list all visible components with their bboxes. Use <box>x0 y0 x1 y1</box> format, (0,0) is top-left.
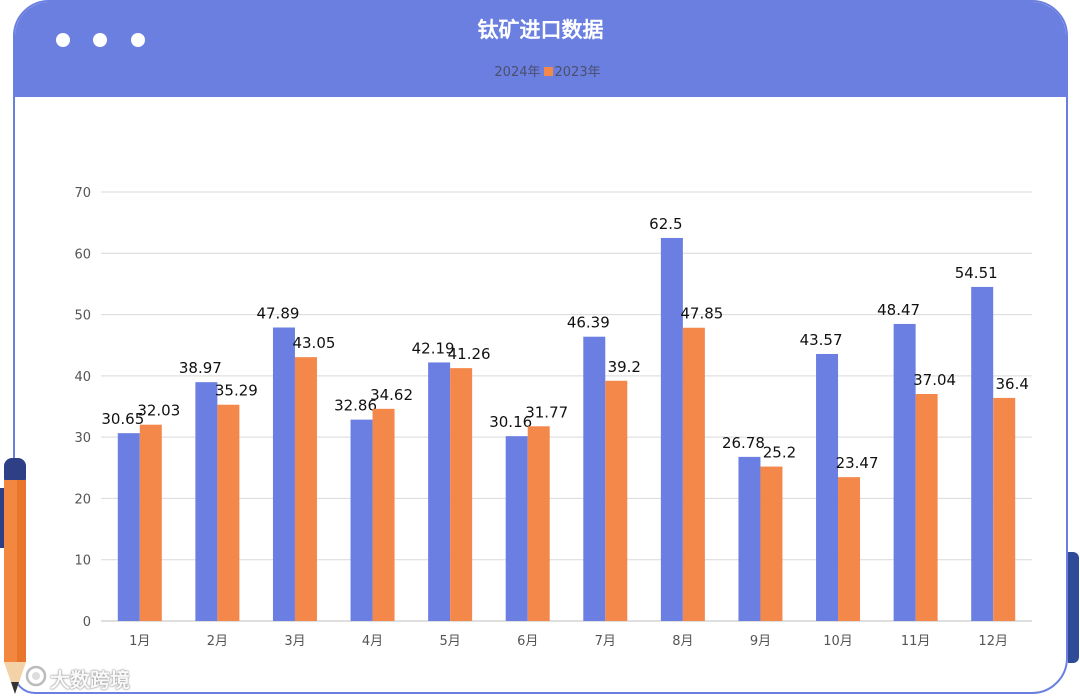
legend-label-2024: 2024年 <box>494 65 541 80</box>
bar-2023 <box>372 408 395 621</box>
bar-2023 <box>217 404 240 621</box>
x-tick-label: 7月 <box>595 634 616 649</box>
x-tick-label: 5月 <box>439 634 460 649</box>
bar-2024 <box>738 456 761 621</box>
bar-2024 <box>428 362 451 621</box>
data-label: 26.78 <box>722 434 765 452</box>
y-tick-label: 60 <box>74 247 91 262</box>
y-tick-label: 40 <box>74 370 91 385</box>
x-tick-label: 4月 <box>362 634 383 649</box>
data-label: 43.57 <box>800 331 843 349</box>
bar-2023 <box>993 397 1016 621</box>
x-tick-label: 9月 <box>750 634 771 649</box>
bar-2024 <box>660 237 683 621</box>
data-label: 37.04 <box>913 371 956 389</box>
bar-2023 <box>838 477 861 621</box>
y-tick-label: 0 <box>83 615 91 630</box>
x-tick-label: 10月 <box>823 634 853 649</box>
bar-2024 <box>816 353 839 621</box>
bar-2023 <box>450 368 473 621</box>
data-label: 36.4 <box>996 375 1029 393</box>
window-control-dot[interactable] <box>131 33 145 47</box>
pencil-icon <box>0 458 26 694</box>
bar-2023 <box>139 424 162 621</box>
bar-2023 <box>527 426 550 621</box>
side-tab-decoration <box>1068 552 1079 663</box>
watermark-logo-icon <box>25 665 47 687</box>
watermark-text: 大数跨境 <box>50 668 130 692</box>
legend-label-2023: 2023年 <box>554 65 601 80</box>
chart-legend[interactable]: 2024年 2023年 <box>15 61 1066 80</box>
bar-2024 <box>583 336 606 621</box>
window-control-dot[interactable] <box>56 33 70 47</box>
y-tick-label: 10 <box>74 554 91 569</box>
data-label: 32.03 <box>137 402 180 420</box>
window-control-dot[interactable] <box>93 33 107 47</box>
data-label: 48.47 <box>877 301 920 319</box>
bar-2023 <box>294 357 317 621</box>
bar-2024 <box>971 286 994 621</box>
bar-2024 <box>350 419 373 621</box>
x-tick-label: 3月 <box>284 634 305 649</box>
bar-2024 <box>893 323 916 621</box>
y-tick-label: 20 <box>74 492 91 507</box>
data-label: 46.39 <box>567 314 610 332</box>
data-label: 32.86 <box>334 397 377 415</box>
x-tick-label: 11月 <box>901 634 931 649</box>
data-label: 31.77 <box>525 403 568 421</box>
data-label: 38.97 <box>179 359 222 377</box>
x-tick-label: 8月 <box>672 634 693 649</box>
y-tick-label: 50 <box>74 309 91 324</box>
bar-2023 <box>605 380 628 621</box>
window-header: 钛矿进口数据 2024年 2023年 <box>15 2 1066 97</box>
data-label: 47.85 <box>680 305 723 323</box>
bar-2023 <box>915 393 938 621</box>
data-label: 41.26 <box>448 345 491 363</box>
x-tick-label: 6月 <box>517 634 538 649</box>
x-tick-label: 2月 <box>207 634 228 649</box>
bar-2023 <box>760 466 783 621</box>
legend-swatch-2024 <box>483 67 493 76</box>
data-label: 43.05 <box>292 334 335 352</box>
data-label: 30.16 <box>489 413 532 431</box>
data-label: 23.47 <box>836 454 879 472</box>
y-tick-label: 70 <box>74 186 91 201</box>
data-label: 35.29 <box>215 382 258 400</box>
data-label: 34.62 <box>370 386 413 404</box>
data-label: 42.19 <box>412 339 455 357</box>
y-tick-label: 30 <box>74 431 91 446</box>
data-label: 30.65 <box>101 410 144 428</box>
data-label: 39.2 <box>608 358 641 376</box>
bar-2024 <box>195 382 218 621</box>
data-label: 47.89 <box>256 305 299 323</box>
data-label: 62.5 <box>649 215 682 233</box>
x-tick-label: 12月 <box>978 634 1008 649</box>
bar-2024 <box>505 436 528 621</box>
bar-2023 <box>682 327 705 621</box>
x-tick-label: 1月 <box>129 634 150 649</box>
data-label: 54.51 <box>955 264 998 282</box>
data-label: 25.2 <box>763 444 796 462</box>
bar-2024 <box>117 433 140 621</box>
bar-2024 <box>272 327 295 621</box>
chart-title: 钛矿进口数据 <box>477 18 604 42</box>
legend-swatch-2023 <box>543 67 553 76</box>
